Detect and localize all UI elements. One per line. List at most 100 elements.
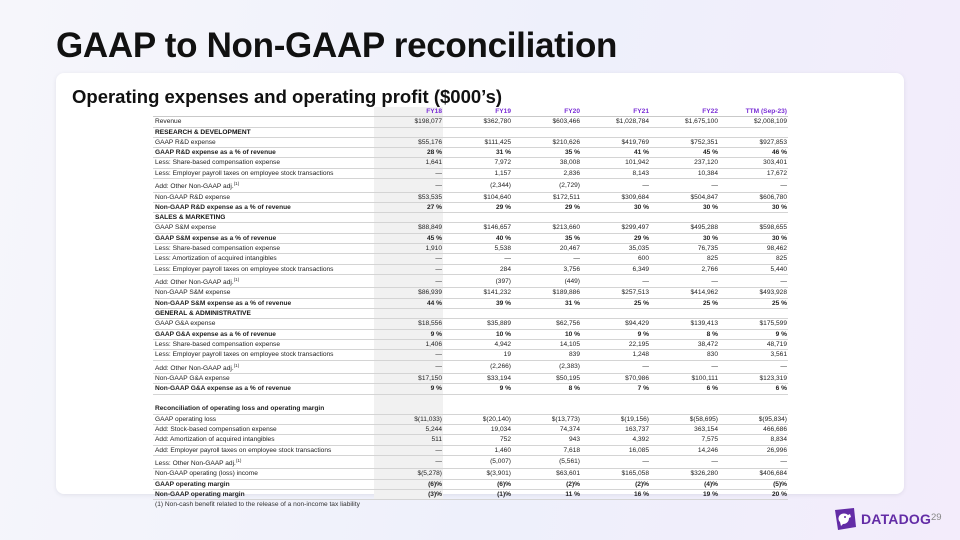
row-label: Less: Share-based compensation expense [153, 243, 374, 255]
value-cell [512, 212, 581, 224]
value-cell: 839 [512, 349, 581, 361]
datadog-logo: DATADOG [833, 507, 931, 531]
value-cell: 31 % [512, 298, 581, 310]
table-row: GAAP operating loss $(11,033) $(20,140) $(1… [153, 414, 788, 425]
table-row: Non-GAAP R&D expense as a % of revenue 27… [153, 202, 788, 214]
value-cell: — [512, 253, 581, 265]
value-cell: 41 % [581, 147, 650, 159]
value-cell [650, 127, 719, 138]
row-label-text: Less: Share-based compensation expense [155, 340, 280, 348]
row-label-text: Less: Employer payroll taxes on employee… [155, 265, 334, 273]
value-cell: 14,105 [512, 339, 581, 351]
value-cell: $2,008,109 [719, 116, 788, 128]
value-cell: $94,429 [581, 318, 650, 330]
value-cell [581, 127, 650, 138]
row-label: GAAP S&M expense [153, 222, 374, 234]
value-cell: 35 % [512, 147, 581, 159]
row-label-text: GAAP R&D expense [155, 138, 216, 146]
value-cell: $(3,901) [443, 468, 512, 480]
value-cell: 39 % [443, 298, 512, 310]
value-cell: 4,942 [443, 339, 512, 351]
value-cell: $299,497 [581, 222, 650, 234]
row-label-text: Less: Amortization of acquired intangibl… [155, 255, 277, 263]
value-cell: 40 % [443, 233, 512, 245]
value-cell: — [374, 445, 443, 456]
value-cell: $752,351 [650, 137, 719, 149]
row-label-text: Reconciliation of operating loss and ope… [155, 405, 325, 413]
table-row: GAAP S&M expense as a % of revenue 45 % 40… [153, 233, 788, 245]
value-cell: — [374, 349, 443, 361]
table-row: Non-GAAP operating (loss) income $(5,278)… [153, 468, 788, 480]
value-cell: (6)% [443, 479, 512, 490]
datadog-dog-icon [835, 508, 856, 530]
value-cell: 22,195 [581, 339, 650, 351]
value-cell: $309,684 [581, 192, 650, 203]
row-label: GAAP G&A expense [153, 318, 374, 330]
row-label-text: Non-GAAP operating margin [155, 490, 245, 498]
value-cell: 1,460 [443, 445, 512, 456]
value-cell: — [650, 360, 719, 375]
value-cell: (5,561) [512, 455, 581, 470]
value-cell: $606,780 [719, 192, 788, 203]
value-cell [512, 127, 581, 138]
value-cell: (2,266) [443, 360, 512, 375]
value-cell: — [719, 360, 788, 375]
row-label-text: Non-GAAP R&D expense [155, 193, 231, 201]
row-label: Less: Employer payroll taxes on employee… [153, 349, 374, 361]
value-cell: $493,928 [719, 287, 788, 299]
value-cell: 7,618 [512, 445, 581, 456]
value-cell: $53,535 [374, 192, 443, 203]
value-cell: 20,467 [512, 243, 581, 255]
value-cell: 8,834 [719, 434, 788, 446]
value-cell: 30 % [719, 202, 788, 214]
value-cell: 6 % [650, 383, 719, 395]
column-header: FY20 [512, 107, 581, 118]
value-cell: 30 % [581, 202, 650, 214]
row-label: Add: Employer payroll taxes on employee … [153, 445, 374, 456]
row-label-text: Non-GAAP G&A expense as a % of revenue [155, 385, 291, 393]
value-cell: (2,383) [512, 360, 581, 375]
value-cell: $35,889 [443, 318, 512, 330]
row-label-text: GAAP S&M expense as a % of revenue [155, 234, 277, 242]
row-label-text: Revenue [155, 118, 182, 126]
value-cell: 35,035 [581, 243, 650, 255]
value-cell: 825 [650, 253, 719, 265]
value-cell: 26,996 [719, 445, 788, 456]
value-cell: (1)% [443, 489, 512, 501]
value-cell [512, 404, 581, 415]
value-cell: — [374, 455, 443, 470]
row-label: Non-GAAP operating margin [153, 489, 374, 501]
row-label: Less: Amortization of acquired intangibl… [153, 253, 374, 265]
value-cell: $414,962 [650, 287, 719, 299]
value-cell [512, 308, 581, 320]
table-row: Less: Employer payroll taxes on employee… [153, 168, 788, 180]
value-cell: — [374, 360, 443, 375]
value-cell [581, 212, 650, 224]
value-cell: $139,413 [650, 318, 719, 330]
value-cell: 163,737 [581, 424, 650, 436]
value-cell: 48,719 [719, 339, 788, 351]
value-cell: 35 % [512, 233, 581, 245]
value-cell: 44 % [374, 298, 443, 310]
value-cell: 20 % [719, 489, 788, 501]
row-label: Less: Employer payroll taxes on employee… [153, 168, 374, 180]
value-cell: (2,344) [443, 178, 512, 193]
value-cell: 25 % [719, 298, 788, 310]
value-cell: 9 % [443, 383, 512, 395]
table-row: Add: Amortization of acquired intangible… [153, 434, 788, 446]
value-cell: 3,756 [512, 264, 581, 275]
value-cell: $141,232 [443, 287, 512, 299]
value-cell: 31 % [443, 147, 512, 159]
value-cell: $33,194 [443, 373, 512, 385]
value-cell: 10,384 [650, 168, 719, 180]
section-header-row: SALES & MARKETING [153, 212, 788, 224]
value-cell: 5,244 [374, 424, 443, 436]
table-header-row: FY18 FY19 FY20 FY21 FY22 TTM (Sep-23) [153, 107, 788, 118]
footnote: (1) Non-cash benefit related to the rele… [155, 501, 360, 509]
value-cell: — [374, 178, 443, 193]
value-cell: 7 % [581, 383, 650, 395]
value-cell: $50,195 [512, 373, 581, 385]
value-cell: 10 % [443, 329, 512, 340]
value-cell: — [581, 455, 650, 470]
value-cell: 30 % [719, 233, 788, 245]
